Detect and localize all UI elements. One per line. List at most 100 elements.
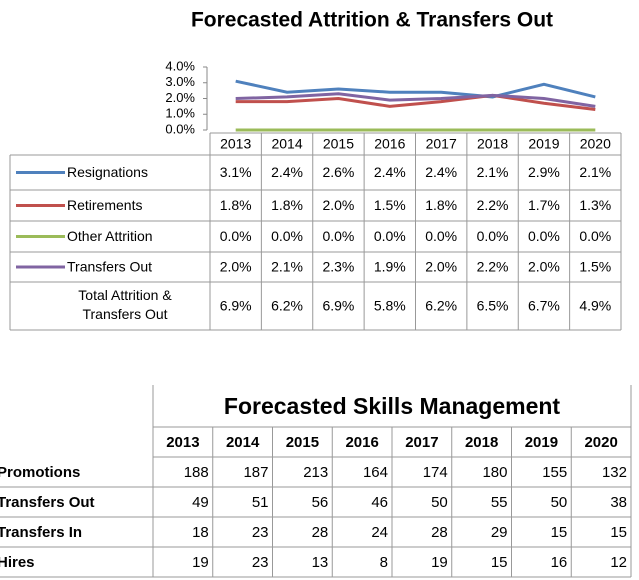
total-value: 6.9% [220,298,252,314]
data-label: 2.9% [528,164,560,180]
x-tick-label: 2020 [580,136,611,152]
y-tick-label: 4.0% [165,58,195,73]
cell-value: 46 [371,494,388,511]
data-label: 2.0% [425,259,457,275]
cell-value: 213 [303,464,328,481]
cell-value: 15 [491,554,508,571]
data-label: 3.1% [220,164,252,180]
y-tick-label: 0.0% [165,121,195,136]
cell-value: 13 [312,554,329,571]
data-label: 1.3% [579,197,611,213]
total-value: 6.9% [322,298,354,314]
legend-label: Resignations [67,164,148,180]
legend-label: Retirements [67,197,142,213]
data-label: 1.7% [528,197,560,213]
data-label: 1.5% [579,259,611,275]
column-header: 2019 [525,434,558,451]
total-value: 6.5% [477,298,509,314]
data-label: 2.2% [477,259,509,275]
total-value: 5.8% [374,298,406,314]
data-label: 2.1% [579,164,611,180]
data-label: 2.3% [322,259,354,275]
row-label: Hires [0,554,35,571]
y-tick-label: 3.0% [165,74,195,89]
column-header: 2017 [405,434,438,451]
data-label: 2.4% [374,164,406,180]
cell-value: 8 [380,554,388,571]
column-header: 2018 [465,434,498,451]
data-label: 2.6% [322,164,354,180]
data-label: 1.8% [220,197,252,213]
series-line [235,93,596,112]
cell-value: 50 [551,494,568,511]
data-label: 2.0% [322,197,354,213]
cell-value: 24 [371,524,388,541]
total-label-box: Total Attrition & Transfers Out [78,287,172,322]
series-line [235,79,596,99]
cell-value: 51 [252,494,269,511]
y-tick-label: 2.0% [165,90,195,105]
data-label: 2.1% [477,164,509,180]
data-label: 1.5% [374,197,406,213]
cell-value: 38 [610,494,627,511]
data-label: 2.4% [425,164,457,180]
cell-value: 187 [243,464,268,481]
x-tick-label: 2015 [323,136,354,152]
x-tick-label: 2018 [477,136,508,152]
data-label: 1.9% [374,259,406,275]
column-header: 2020 [584,434,617,451]
cell-value: 15 [551,524,568,541]
cell-value: 50 [431,494,448,511]
data-label: 2.0% [220,259,252,275]
cell-value: 56 [312,494,329,511]
cell-value: 12 [610,554,627,571]
data-label: 0.0% [374,228,406,244]
data-label: 0.0% [322,228,354,244]
total-value: 4.9% [579,298,611,314]
chart-title: Forecasted Attrition & Transfers Out [191,9,553,32]
cell-value: 188 [184,464,209,481]
data-label: 1.8% [271,197,303,213]
data-label: 2.0% [528,259,560,275]
data-label: 2.1% [271,259,303,275]
y-tick-label: 1.0% [165,106,195,121]
cell-value: 132 [602,464,627,481]
data-label: 2.4% [271,164,303,180]
table-title: Forecasted Skills Management [224,393,561,419]
cell-value: 49 [192,494,209,511]
cell-value: 23 [252,524,269,541]
cell-value: 174 [423,464,448,481]
cell-value: 28 [312,524,329,541]
data-label: 0.0% [271,228,303,244]
cell-value: 19 [431,554,448,571]
data-label: 0.0% [477,228,509,244]
cell-value: 23 [252,554,269,571]
column-header: 2013 [166,434,199,451]
data-label: 1.8% [425,197,457,213]
cell-value: 180 [482,464,507,481]
column-header: 2016 [345,434,378,451]
cell-value: 29 [491,524,508,541]
cell-value: 155 [542,464,567,481]
data-label: 2.2% [477,197,509,213]
x-tick-label: 2019 [528,136,559,152]
column-header: 2014 [226,434,260,451]
total-value: 6.7% [528,298,560,314]
cell-value: 55 [491,494,508,511]
data-label: 0.0% [220,228,252,244]
data-label: 0.0% [579,228,611,244]
data-label: 0.0% [528,228,560,244]
column-header: 2015 [286,434,319,451]
total-value: 6.2% [425,298,457,314]
cell-value: 19 [192,554,209,571]
row-label: Transfers Out [0,494,95,511]
total-label: Total Attrition & Transfers Out [78,287,172,322]
cell-value: 28 [431,524,448,541]
x-tick-label: 2013 [220,136,251,152]
data-label: 0.0% [425,228,457,244]
row-label: Promotions [0,464,80,481]
total-value: 6.2% [271,298,303,314]
x-tick-label: 2014 [271,136,302,152]
cell-value: 164 [363,464,388,481]
